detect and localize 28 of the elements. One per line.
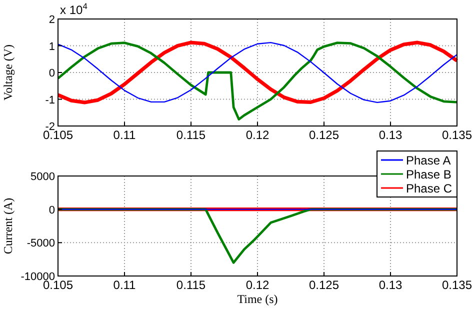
y-tick-label: 0	[48, 68, 55, 80]
x-tick-label: 0.12	[246, 278, 270, 292]
x-tick-label: 0.125	[308, 128, 340, 142]
x-tick-label: 0.115	[176, 128, 206, 142]
x-tick-label: 0.11	[113, 128, 136, 142]
y-tick-label: -5000	[26, 238, 55, 250]
x-tick-label: 0.13	[378, 278, 402, 292]
y-tick-label: -1	[45, 94, 55, 106]
x-tick-label: 0.11	[113, 278, 136, 292]
y-tick-label: 0	[48, 204, 55, 216]
x-tick-label: 0.115	[176, 278, 206, 292]
y-axis-title: Current (A)	[1, 198, 15, 254]
x-tick-label: 0.125	[308, 278, 340, 292]
legend-label: Phase C	[406, 182, 452, 196]
y-axis-title: Voltage (V)	[1, 44, 15, 101]
text: x 10$^{4}$	[60, 1, 88, 17]
x-tick-label: 0.12	[246, 128, 270, 142]
y-tick-label: 5000	[30, 171, 55, 183]
x-axis-title: Time (s)	[237, 292, 278, 306]
x-tick-label: 0.135	[442, 128, 472, 142]
legend-label: Phase B	[406, 168, 452, 182]
x-tick-label: 0.135	[442, 278, 472, 292]
legend-label: Phase A	[406, 154, 451, 168]
line-series	[56, 208, 458, 264]
x-tick-label: 0.13	[378, 128, 402, 142]
line-series	[56, 42, 458, 121]
y-tick-label: 2	[48, 14, 55, 26]
y-tick-label: 1	[48, 40, 55, 53]
